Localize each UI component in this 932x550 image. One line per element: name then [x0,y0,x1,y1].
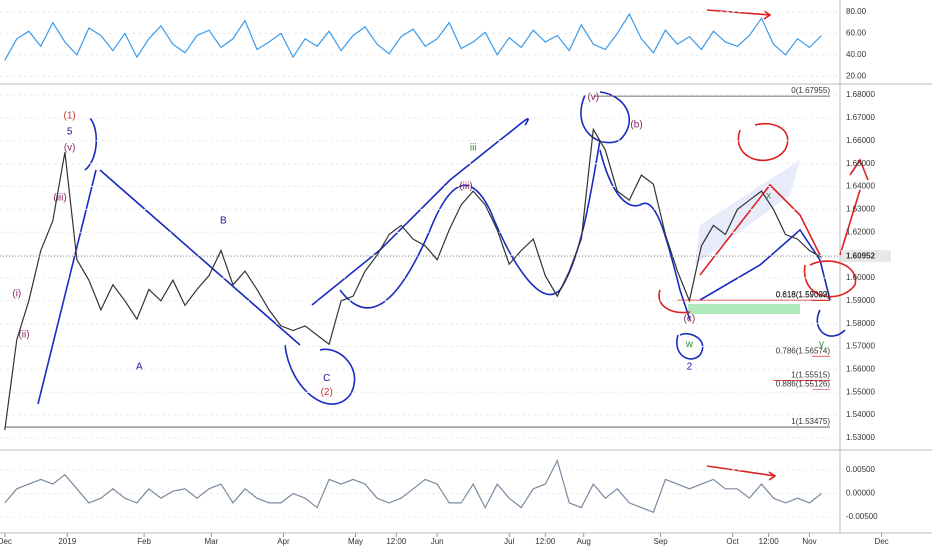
wave-label: w [685,339,694,350]
hand-line [311,118,529,306]
wave-label: (v) [587,92,599,103]
y-tick-label: 1.64000 [846,182,875,191]
fib-label: 0.886(1.55126) [776,379,831,388]
fib-label: 0.618(1.59007) [776,291,831,300]
y-tick-label: 80.00 [846,7,867,16]
red-arc [658,289,691,314]
wave-label: (2) [321,387,333,398]
hand-circle [284,344,356,405]
wave-label: A [136,362,143,373]
hand-arc [816,309,846,337]
red-arrow [839,158,869,256]
hand-circle [580,91,631,144]
red-circle [803,260,857,298]
x-tick-label: 2019 [58,537,76,546]
fib-label: 0(1.67955) [791,86,830,95]
x-tick-label: Mar [204,537,218,546]
y-tick-label: 1.67000 [846,113,875,122]
y-tick-label: 1.53000 [846,433,875,442]
last-price-label: 1.60952 [846,251,875,260]
y-tick-label: 0.00500 [846,465,875,474]
wave-label: (i) [12,289,21,300]
wave-label: B [220,215,227,226]
red-arrow [706,9,772,20]
x-tick-label: Jul [504,537,514,546]
x-tick-label: 12:00 [759,537,780,546]
y-tick-label: 1.55000 [846,387,875,396]
wave-label: (iii) [459,181,472,192]
y-tick-label: 1.62000 [846,227,875,236]
hand-arc [84,117,98,171]
x-tick-label: Apr [277,537,290,546]
fib-label: 1(1.53475) [791,417,830,426]
series-line [4,127,822,430]
x-tick-label: Aug [577,537,591,546]
y-tick-label: 1.57000 [846,342,875,351]
wave-label: (iii) [53,193,66,204]
series-line [4,12,822,61]
x-tick-label: Dec [0,537,12,546]
wave-label: iii [470,142,477,153]
y-tick-label: 20.00 [846,72,867,81]
wave-label: (b) [630,119,642,130]
y-tick-label: -0.00500 [846,512,878,521]
wave-label: C [323,373,330,384]
wave-label: y [819,339,824,350]
red-line [699,183,821,276]
y-tick-label: 1.63000 [846,204,875,213]
wave-label: (ii) [18,330,29,341]
red-drawings [658,9,869,481]
red-arrow [706,465,777,481]
y-tick-label: 40.00 [846,50,867,59]
y-tick-label: 1.58000 [846,319,875,328]
channel [695,160,800,265]
y-tick-label: 1.59000 [846,296,875,305]
y-tick-label: 0.00000 [846,489,875,498]
red-circle [737,123,789,162]
last-price-tag [841,250,891,263]
x-tick-label: Oct [726,537,739,546]
wave-label: 5 [67,126,73,137]
wave-label: x [766,190,771,201]
y-tick-label: 1.65000 [846,159,875,168]
x-tick-label: Nov [802,537,816,546]
y-tick-label: 1.54000 [846,410,875,419]
x-tick-label: 12:00 [386,537,407,546]
y-tick-label: 1.60000 [846,273,875,282]
hand-circle [676,333,704,360]
hand-line [99,169,301,346]
series-line [4,458,822,514]
x-tick-label: Sep [653,537,668,546]
wave-label: (c) [684,314,696,325]
target-zone [688,304,800,314]
wave-label: 2 [687,362,693,373]
y-tick-label: 1.68000 [846,90,875,99]
fib-label: 0.618(1.59029) [776,290,831,299]
fib-label: 0.786(1.56574) [776,346,831,355]
fib-label: 1(1.55515) [791,371,830,380]
x-tick-label: May [348,537,363,546]
y-tick-label: 60.00 [846,28,867,37]
x-tick-label: Dec [874,537,888,546]
y-tick-label: 1.66000 [846,136,875,145]
y-tick-label: 1.56000 [846,364,875,373]
x-tick-label: Feb [137,537,151,546]
hand-wave [699,228,831,301]
wave-label: (1) [64,110,76,121]
wave-label: (v) [64,142,76,153]
hand-wave [599,149,691,321]
x-tick-label: 12:00 [535,537,556,546]
x-tick-label: Jun [431,537,444,546]
